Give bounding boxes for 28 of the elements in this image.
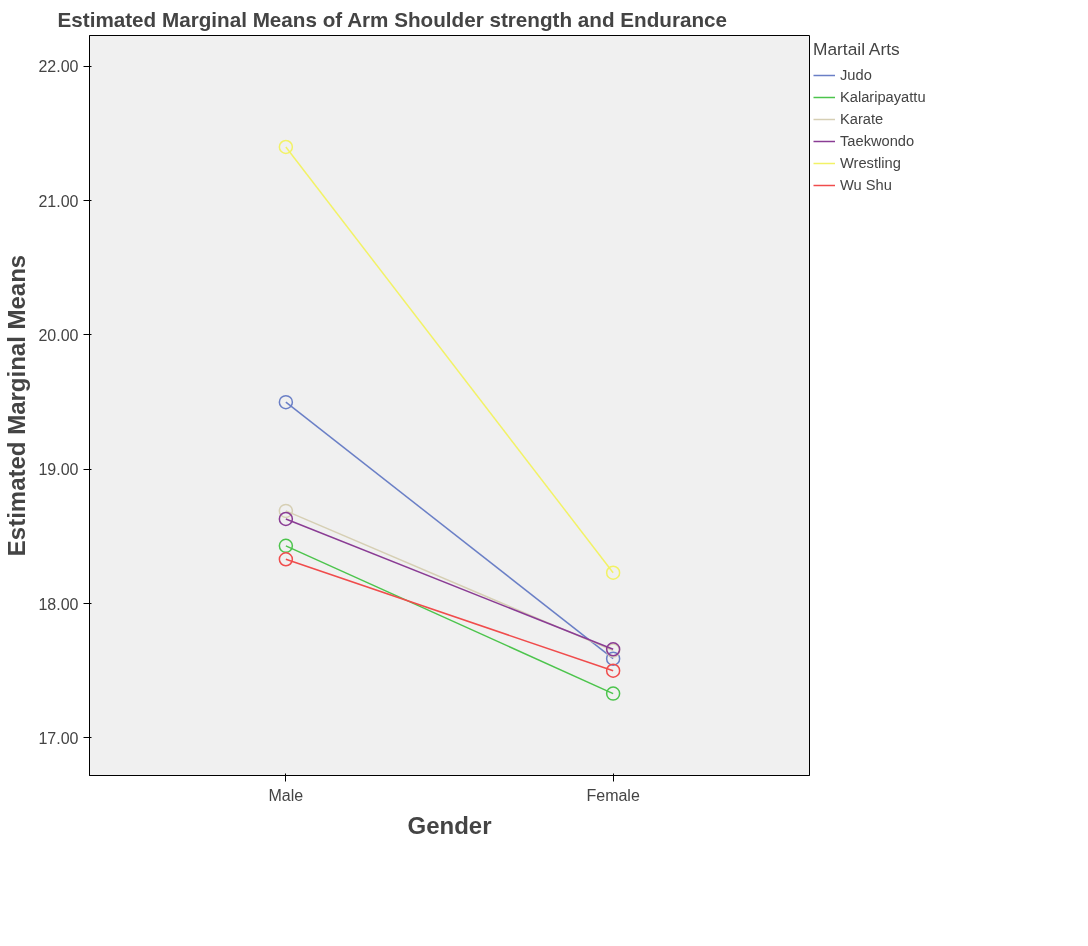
point	[278, 552, 294, 567]
point	[278, 511, 294, 527]
y-tick-label: 19.00	[38, 461, 79, 479]
chart-title: Estimated Marginal Means of Arm Shoulder strength and Endurance	[57, 7, 728, 31]
point	[278, 394, 294, 410]
legend-label: Wu Shu	[840, 177, 892, 193]
x-tick-label: Male	[268, 786, 304, 804]
y-tick-label: 21.00	[38, 192, 79, 210]
legend-label: Karate	[840, 111, 884, 127]
y-tick-label: 18.00	[38, 595, 79, 613]
legend-label: Judo	[840, 67, 872, 83]
x-tick-label: Female	[586, 786, 640, 804]
y-tick-label: 20.00	[38, 326, 79, 344]
point	[278, 538, 294, 554]
legend-label: Wrestling	[840, 155, 901, 171]
point	[605, 651, 621, 666]
point	[278, 503, 294, 519]
legend-label: Kalaripayattu	[840, 89, 926, 105]
point	[605, 565, 621, 580]
point	[605, 663, 621, 678]
y-tick-label: 17.00	[38, 729, 79, 747]
y-axis-title: Estimated Marginal Means	[3, 254, 31, 557]
legend-title: Martail Arts	[813, 39, 901, 60]
x-axis-title: Gender	[407, 811, 492, 839]
point	[605, 686, 621, 701]
legend-label: Taekwondo	[840, 133, 915, 149]
y-tick-label: 22.00	[38, 58, 79, 76]
point	[278, 139, 294, 155]
